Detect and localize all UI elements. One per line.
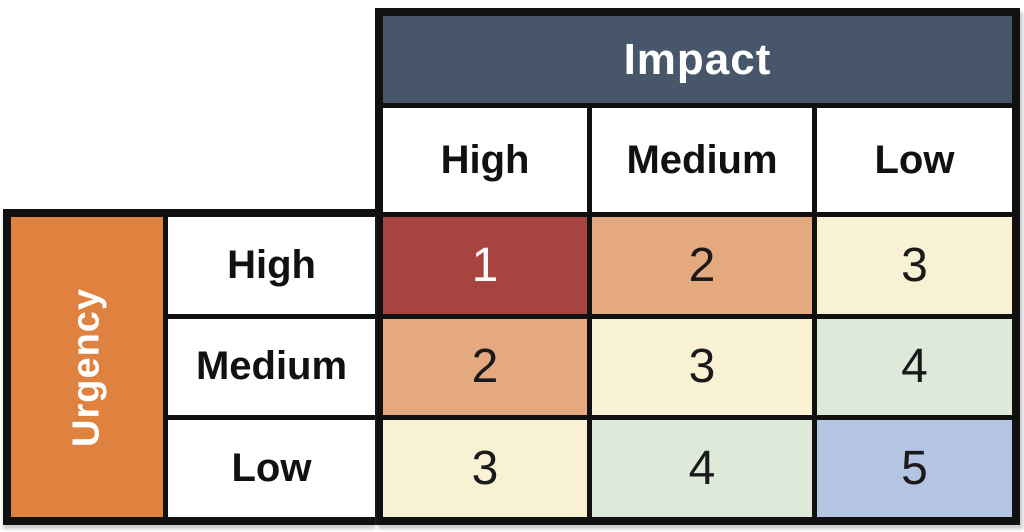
impact-level-low: Low bbox=[817, 108, 1012, 212]
impact-table: Impact High Medium Low 1 2 3 2 3 4 3 4 5 bbox=[375, 8, 1020, 525]
matrix-cell-low-medium: 4 bbox=[592, 420, 812, 517]
urgency-level-low: Low bbox=[168, 420, 375, 517]
urgency-table: Urgency High Medium Low bbox=[3, 209, 375, 525]
urgency-header: Urgency bbox=[11, 217, 163, 517]
impact-header: Impact bbox=[383, 16, 1012, 103]
matrix-cell-high-high: 1 bbox=[383, 217, 587, 314]
matrix-cell-low-high: 3 bbox=[383, 420, 587, 517]
matrix-cell-high-low: 3 bbox=[817, 217, 1012, 314]
impact-level-high: High bbox=[383, 108, 587, 212]
matrix-cell-high-medium: 2 bbox=[592, 217, 812, 314]
matrix-cell-low-low: 5 bbox=[817, 420, 1012, 517]
matrix-cell-medium-low: 4 bbox=[817, 318, 1012, 416]
urgency-level-medium: Medium bbox=[168, 318, 375, 416]
urgency-level-high: High bbox=[168, 217, 375, 314]
impact-level-medium: Medium bbox=[592, 108, 812, 212]
matrix-cell-medium-medium: 3 bbox=[592, 318, 812, 416]
matrix-cell-medium-high: 2 bbox=[383, 318, 587, 416]
